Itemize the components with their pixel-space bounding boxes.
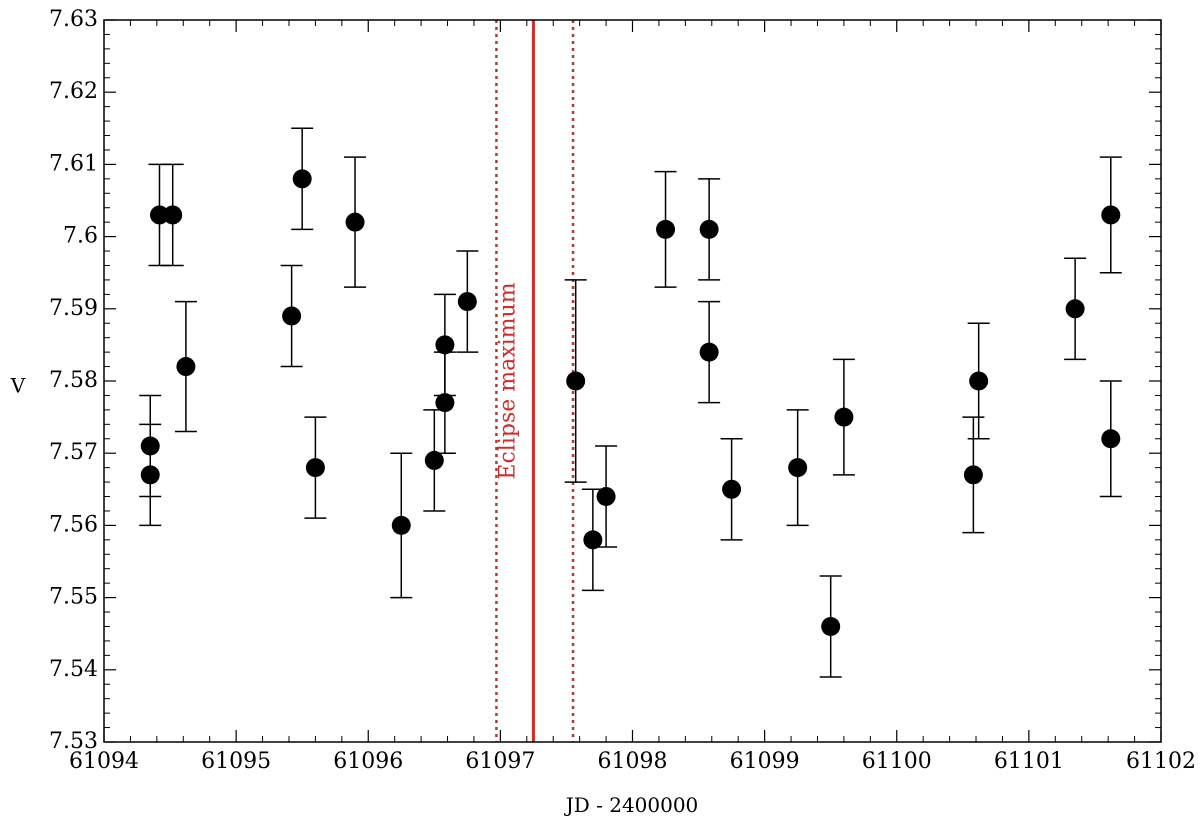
x-tick-label: 61102 — [1126, 749, 1196, 774]
data-point — [435, 393, 455, 413]
y-axis-title: V — [10, 374, 26, 398]
x-tick-label: 61098 — [598, 749, 668, 774]
y-tick-label: 7.61 — [49, 151, 98, 176]
data-point — [788, 458, 808, 478]
data-point — [140, 436, 160, 456]
x-tick-label: 61096 — [333, 749, 403, 774]
x-tick-label: 61099 — [730, 749, 800, 774]
y-tick-label: 7.54 — [49, 657, 98, 682]
axis-ticks — [103, 19, 1162, 743]
y-tick-label: 7.53 — [49, 729, 98, 754]
data-point — [282, 306, 302, 326]
x-tick-label: 61095 — [201, 749, 271, 774]
y-tick-label: 7.63 — [49, 7, 98, 32]
data-point — [969, 371, 989, 391]
y-tick-label: 7.62 — [49, 79, 98, 104]
data-point — [596, 487, 616, 507]
data-point — [699, 219, 719, 239]
data-point — [1101, 429, 1121, 449]
data-point — [305, 458, 325, 478]
y-tick-label: 7.6 — [63, 224, 98, 249]
tick-labels: 61094 61095 61096 61097 61098 61099 61100 61101… — [49, 7, 1196, 774]
data-point — [1101, 205, 1121, 225]
data-point — [963, 465, 983, 485]
x-tick-label: 61100 — [862, 749, 932, 774]
data-point — [566, 371, 586, 391]
data-point — [163, 205, 183, 225]
data-point — [345, 212, 365, 232]
data-point — [424, 450, 444, 470]
x-tick-label: 61097 — [465, 749, 535, 774]
x-axis-title: JD - 2400000 — [564, 793, 699, 817]
data-point — [1065, 299, 1085, 319]
data-point — [699, 342, 719, 362]
data-point — [435, 335, 455, 355]
x-tick-label: 61094 — [69, 749, 139, 774]
data-point — [391, 515, 411, 535]
y-tick-label: 7.58 — [49, 368, 98, 393]
data-point — [457, 292, 477, 312]
data-point — [834, 407, 854, 427]
data-point — [656, 219, 676, 239]
data-point — [140, 465, 160, 485]
y-tick-label: 7.56 — [49, 512, 98, 537]
data-point — [583, 530, 603, 550]
y-tick-label: 7.59 — [49, 296, 98, 321]
x-tick-label: 61101 — [994, 749, 1064, 774]
y-tick-label: 7.57 — [49, 440, 98, 465]
y-tick-label: 7.55 — [49, 585, 98, 610]
data-point — [149, 205, 169, 225]
data-point — [176, 357, 196, 377]
data-point — [821, 616, 841, 636]
plot-frame — [103, 19, 1162, 743]
data-point — [722, 479, 742, 499]
reference-lines — [495, 20, 575, 742]
data-points — [140, 169, 1121, 636]
eclipse-maximum-label: Eclipse maximum — [495, 282, 520, 479]
data-point — [292, 169, 312, 189]
